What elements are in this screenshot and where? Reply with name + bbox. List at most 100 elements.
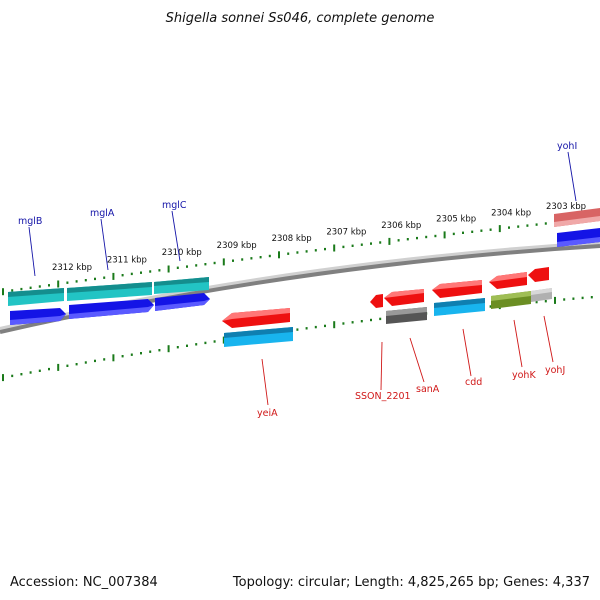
inner-ring-tick bbox=[66, 364, 69, 367]
inner-ring-tick bbox=[158, 349, 161, 352]
gene-yohI-pink[interactable] bbox=[554, 208, 600, 227]
gene-mglA-cyan[interactable] bbox=[67, 282, 152, 301]
outer-ring-tick bbox=[57, 280, 60, 288]
inner-ring-tick bbox=[176, 346, 179, 349]
scale-label-2307: 2307 kbp bbox=[326, 227, 366, 237]
outer-ring-tick bbox=[544, 222, 547, 225]
gene-mglB-blue[interactable] bbox=[10, 308, 66, 325]
inner-ring-tick bbox=[222, 336, 225, 344]
leader-mglB bbox=[28, 226, 36, 277]
gene-label-mglB[interactable]: mglB bbox=[18, 216, 42, 227]
outer-ring-tick bbox=[360, 243, 363, 246]
inner-ring-tick bbox=[535, 300, 538, 304]
inner-ring-tick bbox=[149, 350, 152, 353]
gene-yohK-olive[interactable] bbox=[491, 291, 531, 309]
outer-ring-tick bbox=[112, 272, 115, 280]
outer-ring-tick bbox=[305, 250, 308, 253]
outer-ring-tick bbox=[84, 279, 87, 282]
gene-label-yohK[interactable]: yohK bbox=[512, 370, 536, 381]
leader-cdd bbox=[462, 328, 472, 377]
leader-yohJ bbox=[543, 315, 554, 363]
inner-ring-tick bbox=[48, 367, 50, 371]
inner-ring-tick bbox=[213, 340, 216, 343]
forward-gene-labels: mglB mglA mglC yohI bbox=[18, 141, 577, 227]
gene-cdd-lightblue[interactable] bbox=[434, 298, 485, 316]
inner-ring-tick bbox=[544, 300, 547, 303]
gene-mglC-blue[interactable] bbox=[155, 293, 210, 311]
outer-ring-tick bbox=[314, 249, 317, 252]
inner-ring-tick bbox=[186, 344, 188, 347]
inner-ring-tick bbox=[57, 363, 60, 371]
inner-ring-tick bbox=[305, 327, 308, 330]
outer-ring-tick bbox=[406, 238, 409, 241]
reverse-gene-labels: yeiA SSON_2201 sanA cdd yohK yohJ bbox=[257, 365, 565, 419]
reverse-leader-lines bbox=[261, 315, 554, 406]
outer-ring-tick bbox=[195, 264, 198, 267]
outer-ring-tick bbox=[342, 245, 345, 249]
outer-ring-tick bbox=[434, 234, 437, 238]
outer-ring-tick bbox=[526, 224, 529, 227]
outer-ring-tick bbox=[259, 256, 262, 259]
inner-ring-tick bbox=[324, 324, 326, 328]
inner-ring-tick bbox=[563, 298, 566, 301]
gene-SSON_2201-red[interactable] bbox=[370, 294, 383, 308]
leader-SSON_2201 bbox=[380, 341, 383, 391]
gene-yohJ-lightgray[interactable] bbox=[531, 288, 552, 302]
gene-yohK-red[interactable] bbox=[489, 272, 527, 289]
gene-label-sanA[interactable]: sanA bbox=[416, 384, 440, 395]
outer-ring-tick bbox=[20, 287, 23, 291]
gene-sanA-red[interactable] bbox=[384, 289, 424, 306]
gene-yohI-blue[interactable] bbox=[557, 228, 600, 247]
inner-ring-tick bbox=[94, 359, 96, 363]
gene-cdd-red[interactable] bbox=[432, 280, 482, 298]
inner-ring-tick bbox=[38, 369, 41, 372]
gene-mglA-blue[interactable] bbox=[69, 299, 154, 319]
leader-mglA bbox=[100, 218, 109, 271]
gene-label-cdd[interactable]: cdd bbox=[465, 377, 482, 388]
genome-summary-text: Topology: circular; Length: 4,825,265 bp… bbox=[232, 575, 590, 590]
gene-label-yohI[interactable]: yohI bbox=[557, 141, 577, 152]
inner-ring-tick bbox=[29, 371, 32, 374]
inner-ring-tick bbox=[121, 355, 124, 358]
gene-label-yohJ[interactable]: yohJ bbox=[545, 365, 565, 376]
accession-text: Accession: NC_007384 bbox=[10, 575, 158, 590]
inner-ring-tick bbox=[572, 297, 575, 300]
outer-ring-tick bbox=[2, 288, 4, 296]
outer-ring-tick bbox=[462, 231, 464, 234]
gene-mglC-cyan[interactable] bbox=[154, 277, 209, 294]
outer-ring-tick bbox=[94, 277, 96, 281]
forward-leader-lines bbox=[28, 151, 577, 277]
outer-ring-tick bbox=[278, 251, 280, 259]
inner-ring-tick bbox=[489, 305, 492, 308]
scale-tick-labels: 2312 kbp 2311 kbp 2310 kbp 2309 kbp 2308 kbp… bbox=[52, 202, 586, 273]
reverse-genes bbox=[222, 267, 552, 347]
leader-yeiA bbox=[261, 358, 269, 406]
gene-label-SSON_2201[interactable]: SSON_2201 bbox=[355, 391, 411, 402]
scale-label-2309: 2309 kbp bbox=[217, 241, 257, 251]
outer-ring-tick bbox=[176, 266, 179, 269]
outer-ring-tick bbox=[204, 263, 207, 266]
gene-sanA-darkgray[interactable] bbox=[386, 307, 427, 324]
outer-ring-tick bbox=[29, 286, 32, 289]
inner-ring-tick bbox=[370, 318, 372, 322]
gene-label-yeiA[interactable]: yeiA bbox=[257, 408, 278, 419]
scale-label-2305: 2305 kbp bbox=[436, 215, 476, 225]
outer-ring-tick bbox=[66, 281, 69, 284]
gene-yeiA-lightblue[interactable] bbox=[224, 327, 293, 347]
leader-sanA bbox=[409, 337, 425, 383]
inner-ring-tick bbox=[554, 296, 556, 304]
gene-mglB-cyan[interactable] bbox=[8, 288, 64, 306]
gene-yohJ-red[interactable] bbox=[528, 267, 549, 282]
inner-ring-tick bbox=[103, 358, 106, 361]
gene-label-mglA[interactable]: mglA bbox=[90, 208, 115, 219]
inner-ring-tick bbox=[360, 320, 363, 323]
gene-yeiA-red[interactable] bbox=[222, 308, 290, 328]
inner-ring-tick bbox=[167, 345, 170, 353]
outer-ring-tick bbox=[11, 289, 14, 292]
outer-ring-tick bbox=[149, 270, 152, 273]
inner-ring-tick bbox=[351, 321, 354, 324]
gene-label-mglC[interactable]: mglC bbox=[162, 200, 187, 211]
outer-ring-tick bbox=[388, 237, 391, 245]
scale-label-2312: 2312 kbp bbox=[52, 263, 92, 273]
